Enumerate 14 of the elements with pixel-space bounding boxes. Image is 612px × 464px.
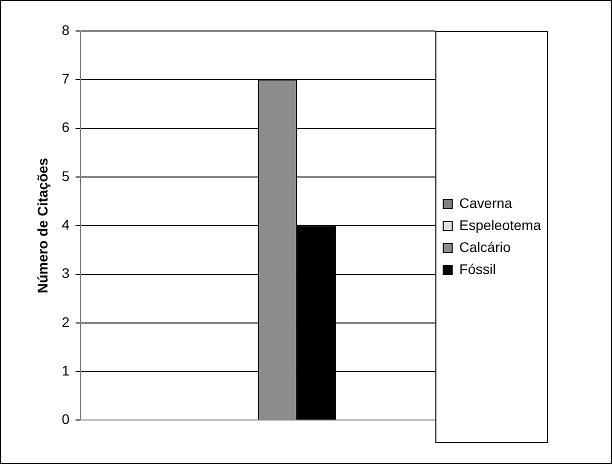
y-tick-label: 2 xyxy=(62,314,70,330)
legend-label: Fóssil xyxy=(459,260,496,277)
y-tick-label: 7 xyxy=(62,70,70,87)
y-tick-label: 0 xyxy=(62,411,70,428)
y-tick-label: 3 xyxy=(62,265,70,282)
y-axis-title: Número de Citações xyxy=(34,158,50,294)
legend-label: Calcário xyxy=(459,238,511,255)
legend-label: Espeleotema xyxy=(459,216,542,233)
y-tick-label: 8 xyxy=(62,22,70,38)
y-tick-label: 5 xyxy=(62,168,70,184)
legend-label: Caverna xyxy=(459,194,512,211)
y-tick-label: 6 xyxy=(62,119,70,136)
y-tick-label: 4 xyxy=(62,216,70,232)
y-tick-label: 1 xyxy=(62,362,70,378)
